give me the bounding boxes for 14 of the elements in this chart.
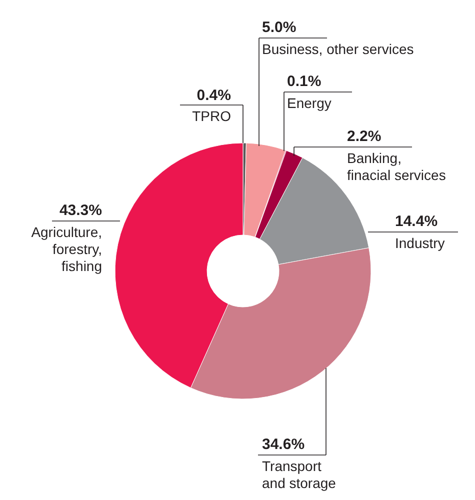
data-label: 14.4% xyxy=(395,213,438,230)
slice-label: TPRO xyxy=(192,108,232,124)
data-label: 5.0% xyxy=(262,19,296,36)
data-label: 0.4% xyxy=(196,87,231,104)
data-label: 34.6% xyxy=(262,436,305,453)
data-label: 0.1% xyxy=(287,73,322,90)
slice-label: Industry xyxy=(395,235,445,251)
data-label: 2.2% xyxy=(347,128,382,145)
data-label: 43.3% xyxy=(59,202,102,219)
slice-label: Energy xyxy=(287,95,332,111)
slice-label: Agriculture, forestry, fishing xyxy=(31,224,102,274)
slice-label: Banking, finacial services xyxy=(347,150,446,183)
slice-label: Transport and storage xyxy=(262,458,336,491)
slice-label: Business, other services xyxy=(262,41,414,57)
